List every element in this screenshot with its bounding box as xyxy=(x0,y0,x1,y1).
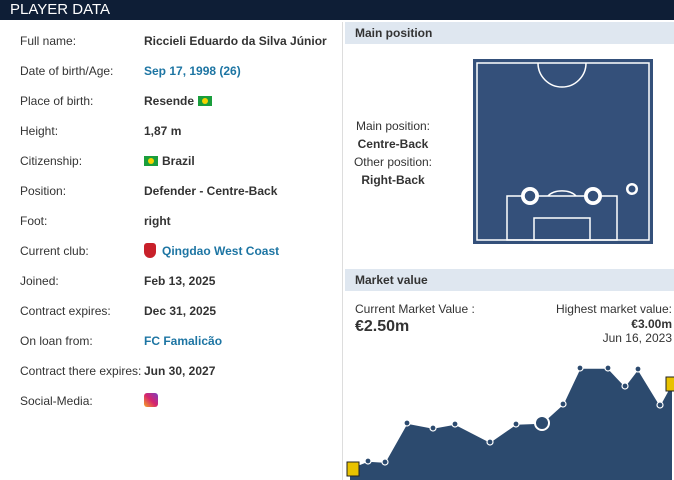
row-label: Current club: xyxy=(20,244,89,258)
row-value: Riccieli Eduardo da Silva Júnior xyxy=(144,34,327,48)
instagram-icon[interactable] xyxy=(144,393,158,407)
data-row: Height: 1,87 m xyxy=(20,121,340,141)
data-row: Date of birth/Age: Sep 17, 1998 (26) xyxy=(20,61,340,81)
flag xyxy=(144,156,158,166)
row-value-box: Resende xyxy=(144,91,216,111)
row-value[interactable]: Sep 17, 1998 (26) xyxy=(144,64,241,78)
row-value[interactable]: FC Famalicão xyxy=(144,334,223,348)
highest-value: €3.00m xyxy=(631,317,672,331)
label: Other position: xyxy=(353,155,433,169)
row-value-box: Dec 31, 2025 xyxy=(144,301,216,321)
data-row: Citizenship: Brazil xyxy=(20,151,340,171)
row-value: Dec 31, 2025 xyxy=(144,304,217,318)
row-label: Date of birth/Age: xyxy=(20,64,114,78)
row-value[interactable]: Qingdao West Coast xyxy=(162,244,280,258)
row-label: Social-Media: xyxy=(20,394,93,408)
row-label: Full name: xyxy=(20,34,77,48)
row-value: right xyxy=(144,214,171,228)
row-value-box: Sep 17, 1998 (26) xyxy=(144,61,241,81)
row-value-box: Defender - Centre-Back xyxy=(144,181,277,201)
data-row: Joined: Feb 13, 2025 xyxy=(20,271,340,291)
row-value: Brazil xyxy=(162,154,195,168)
data-row: On loan from: FC Famalicão xyxy=(20,331,340,351)
row-value-box xyxy=(144,391,158,411)
row-value-box: 1,87 m xyxy=(144,121,181,141)
panel-title: Main position xyxy=(345,22,674,44)
row-value-box: Brazil xyxy=(144,151,195,171)
row-value-box: Feb 13, 2025 xyxy=(144,271,215,291)
row-value: Feb 13, 2025 xyxy=(144,274,216,288)
data-row: Position: Defender - Centre-Back xyxy=(20,181,340,201)
pitch xyxy=(473,59,653,244)
row-label: Position: xyxy=(20,184,67,198)
position: Right-Back xyxy=(361,173,425,187)
club-icon xyxy=(144,243,156,258)
row-value: Resende xyxy=(144,94,195,108)
row-value: 1,87 m xyxy=(144,124,182,138)
current-value: €2.50m xyxy=(355,318,410,335)
data-row: Contract there expires: Jun 30, 2027 xyxy=(20,361,340,381)
flag xyxy=(198,96,213,106)
data-row: Contract expires: Dec 31, 2025 xyxy=(20,301,340,321)
player-data: Full name: Riccieli Eduardo da Silva Júni… xyxy=(8,22,343,480)
data-row: Full name: Riccieli Eduardo da Silva Júni… xyxy=(20,31,340,51)
row-label: Citizenship: xyxy=(20,154,83,168)
row-value-box: Riccieli Eduardo da Silva Júnior xyxy=(144,31,327,51)
row-label: On loan from: xyxy=(20,334,93,348)
row-value-box: Jun 30, 2027 xyxy=(144,361,215,381)
row-label: Contract expires: xyxy=(20,304,111,318)
row-label: Contract there expires: xyxy=(20,364,142,378)
row-value-box: Qingdao West Coast xyxy=(144,241,279,261)
label: Current Market Value : xyxy=(355,302,475,316)
highest-date: Jun 16, 2023 xyxy=(602,331,672,345)
section-title: PLAYER DATA xyxy=(0,0,674,20)
row-value-box: right xyxy=(144,211,171,231)
row-value: Jun 30, 2027 xyxy=(144,364,216,378)
label: Main position: xyxy=(355,119,431,133)
row-label: Foot: xyxy=(20,214,48,228)
label: Highest market value: xyxy=(555,302,672,316)
market-chart xyxy=(346,364,674,480)
data-row: Social-Media: xyxy=(20,391,340,411)
data-row: Place of birth: Resende xyxy=(20,91,340,111)
row-value: Defender - Centre-Back xyxy=(144,184,278,198)
row-label: Joined: xyxy=(20,274,59,288)
data-row: Current club: Qingdao West Coast xyxy=(20,241,340,261)
panel-title: Market value xyxy=(345,269,674,291)
position: Centre-Back xyxy=(357,137,429,151)
row-label: Height: xyxy=(20,124,59,138)
data-row: Foot: right xyxy=(20,211,340,231)
row-label: Place of birth: xyxy=(20,94,94,108)
row-value-box: FC Famalicão xyxy=(144,331,222,351)
